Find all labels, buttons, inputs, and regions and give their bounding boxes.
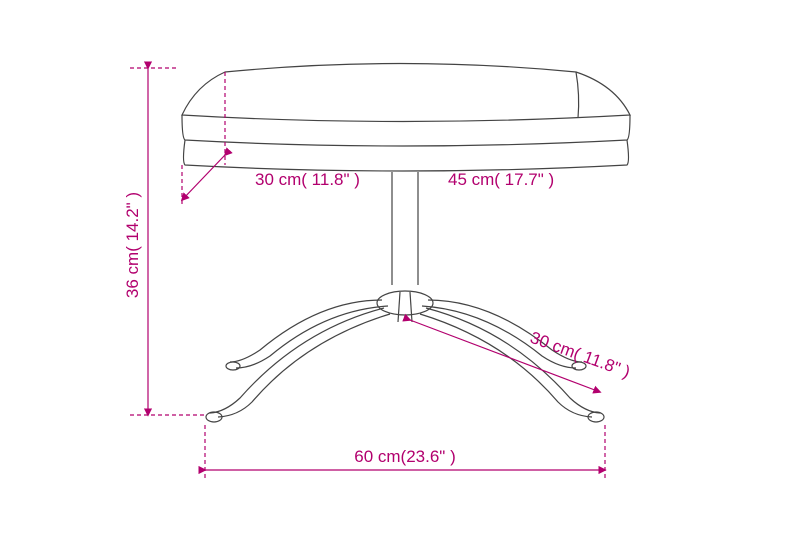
dimension-diagram: 36 cm( 14.2" ) 30 cm( 11.8" ) 45 cm( 17.…: [0, 0, 800, 533]
label-seat-front: 45 cm( 17.7" ): [448, 170, 554, 189]
label-height: 36 cm( 14.2" ): [123, 192, 142, 298]
label-leg: 30 cm( 11.8" ): [528, 328, 633, 382]
stool-outline: [182, 64, 630, 423]
dim-base-width: 60 cm(23.6" ): [205, 425, 605, 480]
dim-seat-front: 45 cm( 17.7" ): [448, 170, 554, 189]
label-base-width: 60 cm(23.6" ): [354, 447, 455, 466]
dim-seat-depth: 30 cm( 11.8" ): [182, 72, 360, 205]
label-seat-depth: 30 cm( 11.8" ): [255, 170, 360, 189]
dim-height: 36 cm( 14.2" ): [123, 68, 205, 415]
dim-leg: 30 cm( 11.8" ): [410, 320, 633, 392]
